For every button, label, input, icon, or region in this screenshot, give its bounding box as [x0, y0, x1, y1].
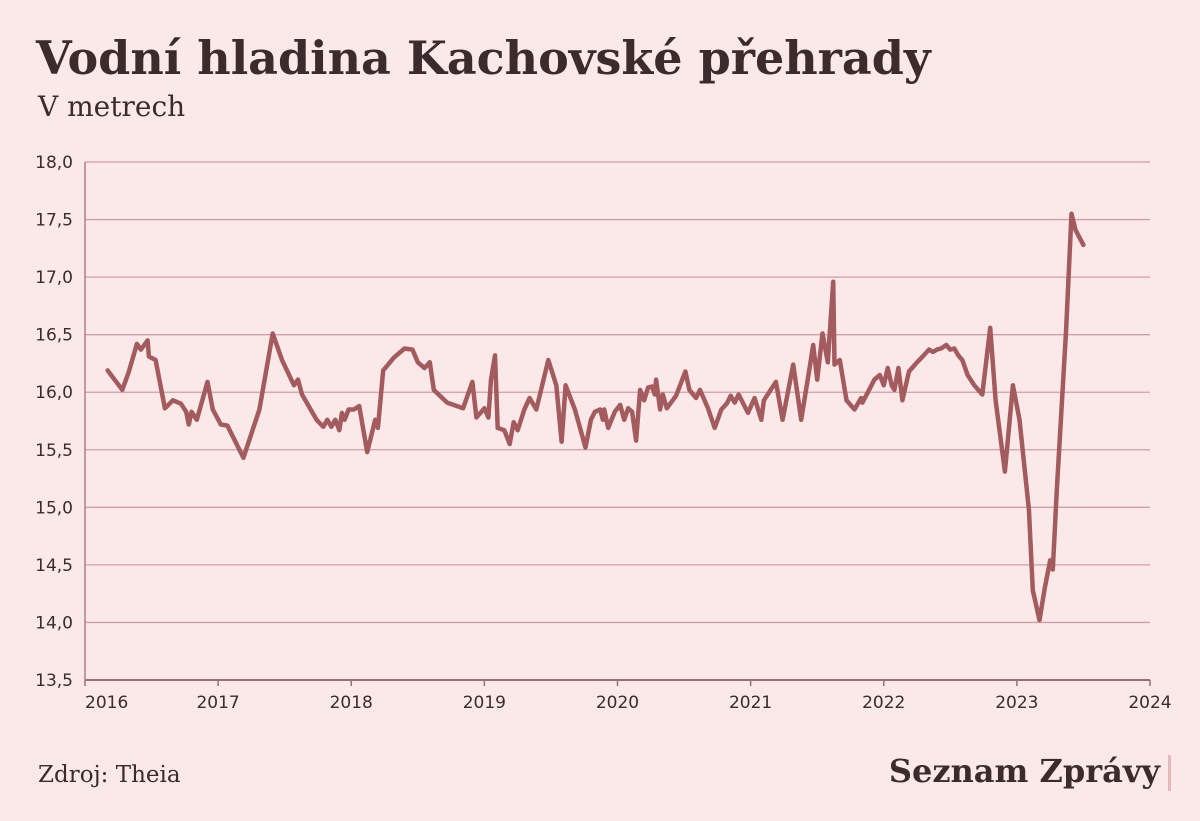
brand: Seznam Zprávy [889, 752, 1162, 790]
x-tick-label: 2017 [196, 693, 239, 713]
y-tick-label: 14,0 [35, 613, 73, 633]
chart-title: Vodní hladina Kachovské přehrady [35, 31, 932, 85]
y-tick-label: 16,0 [35, 383, 73, 403]
y-tick-label: 17,5 [35, 211, 73, 231]
x-tick-label: 2019 [463, 693, 506, 713]
x-tick-label: 2018 [330, 693, 373, 713]
chart-subtitle: V metrech [37, 90, 185, 123]
x-tick-label: 2023 [995, 693, 1038, 713]
series-line [105, 211, 1086, 623]
y-tick-label: 15,5 [35, 441, 73, 461]
x-tick-label: 2024 [1128, 693, 1171, 713]
x-tick-label: 2021 [729, 693, 772, 713]
x-tick-label: 2020 [596, 693, 639, 713]
source: Zdroj: Theia [38, 762, 181, 788]
y-tick-label: 13,5 [35, 671, 73, 691]
x-tick-label: 2016 [85, 693, 128, 713]
brand-bar [1168, 755, 1171, 791]
y-tick-label: 15,0 [35, 498, 73, 518]
y-tick-label: 14,5 [35, 556, 73, 576]
y-tick-label: 16,5 [35, 326, 73, 346]
y-tick-label: 18,0 [35, 153, 73, 173]
x-tick-label: 2022 [862, 693, 905, 713]
y-tick-label: 17,0 [35, 268, 73, 288]
